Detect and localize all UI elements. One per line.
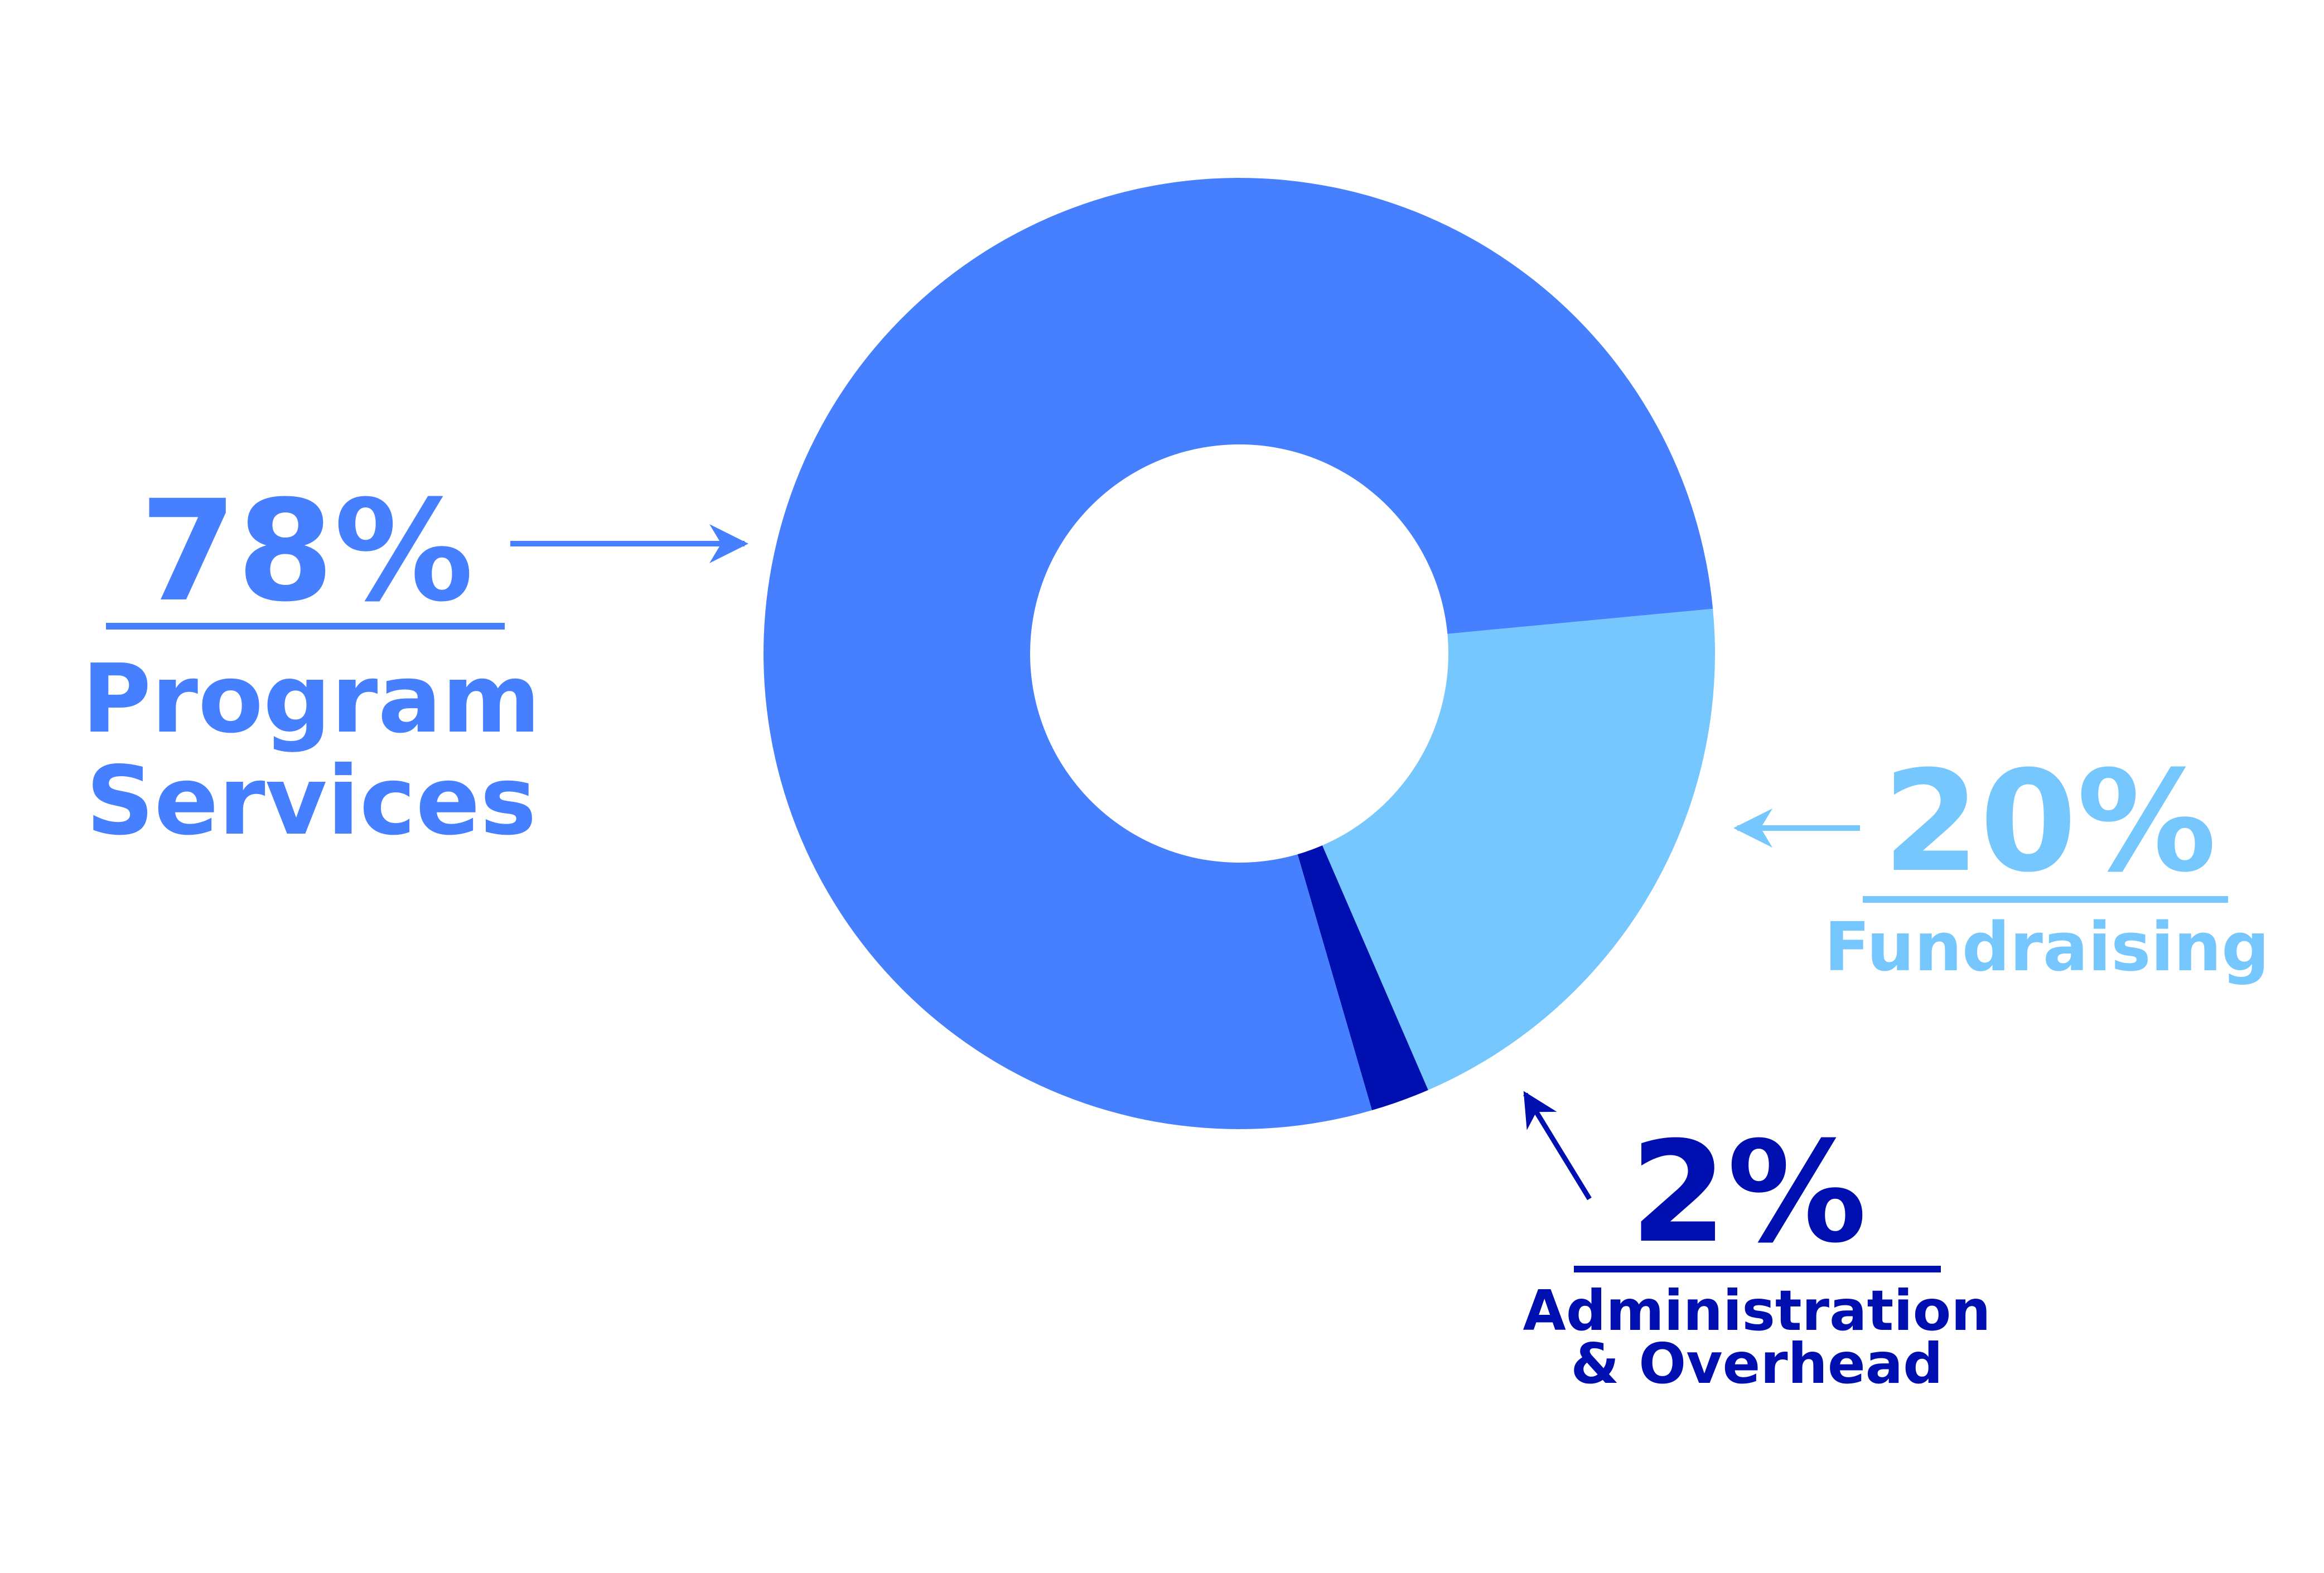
slice-program-services: [764, 178, 1713, 1130]
slice-fundraising: [1322, 608, 1715, 1090]
data-label-program-services-percent: 78%: [140, 470, 474, 632]
donut-slices: [764, 178, 1715, 1130]
slice-label-program-services-line2: Services: [86, 746, 537, 856]
callout-fundraising: 20% Fundraising: [1733, 740, 2269, 986]
data-label-administration-percent: 2%: [1630, 1111, 1867, 1274]
callout-program-services: 78% Program Services: [82, 470, 748, 856]
slice-label-administration-line1: Administration: [1523, 1278, 1990, 1343]
slice-administration-overhead: [1297, 845, 1428, 1111]
callout-administration-overhead: 2% Administration & Overhead: [1523, 1091, 1991, 1396]
slice-label-administration-line2: & Overhead: [1571, 1331, 1943, 1396]
slice-label-program-services-line1: Program: [82, 644, 541, 754]
arrow-administration: [1523, 1091, 1592, 1201]
data-label-fundraising-percent: 20%: [1883, 740, 2216, 903]
slice-label-fundraising: Fundraising: [1824, 909, 2269, 986]
